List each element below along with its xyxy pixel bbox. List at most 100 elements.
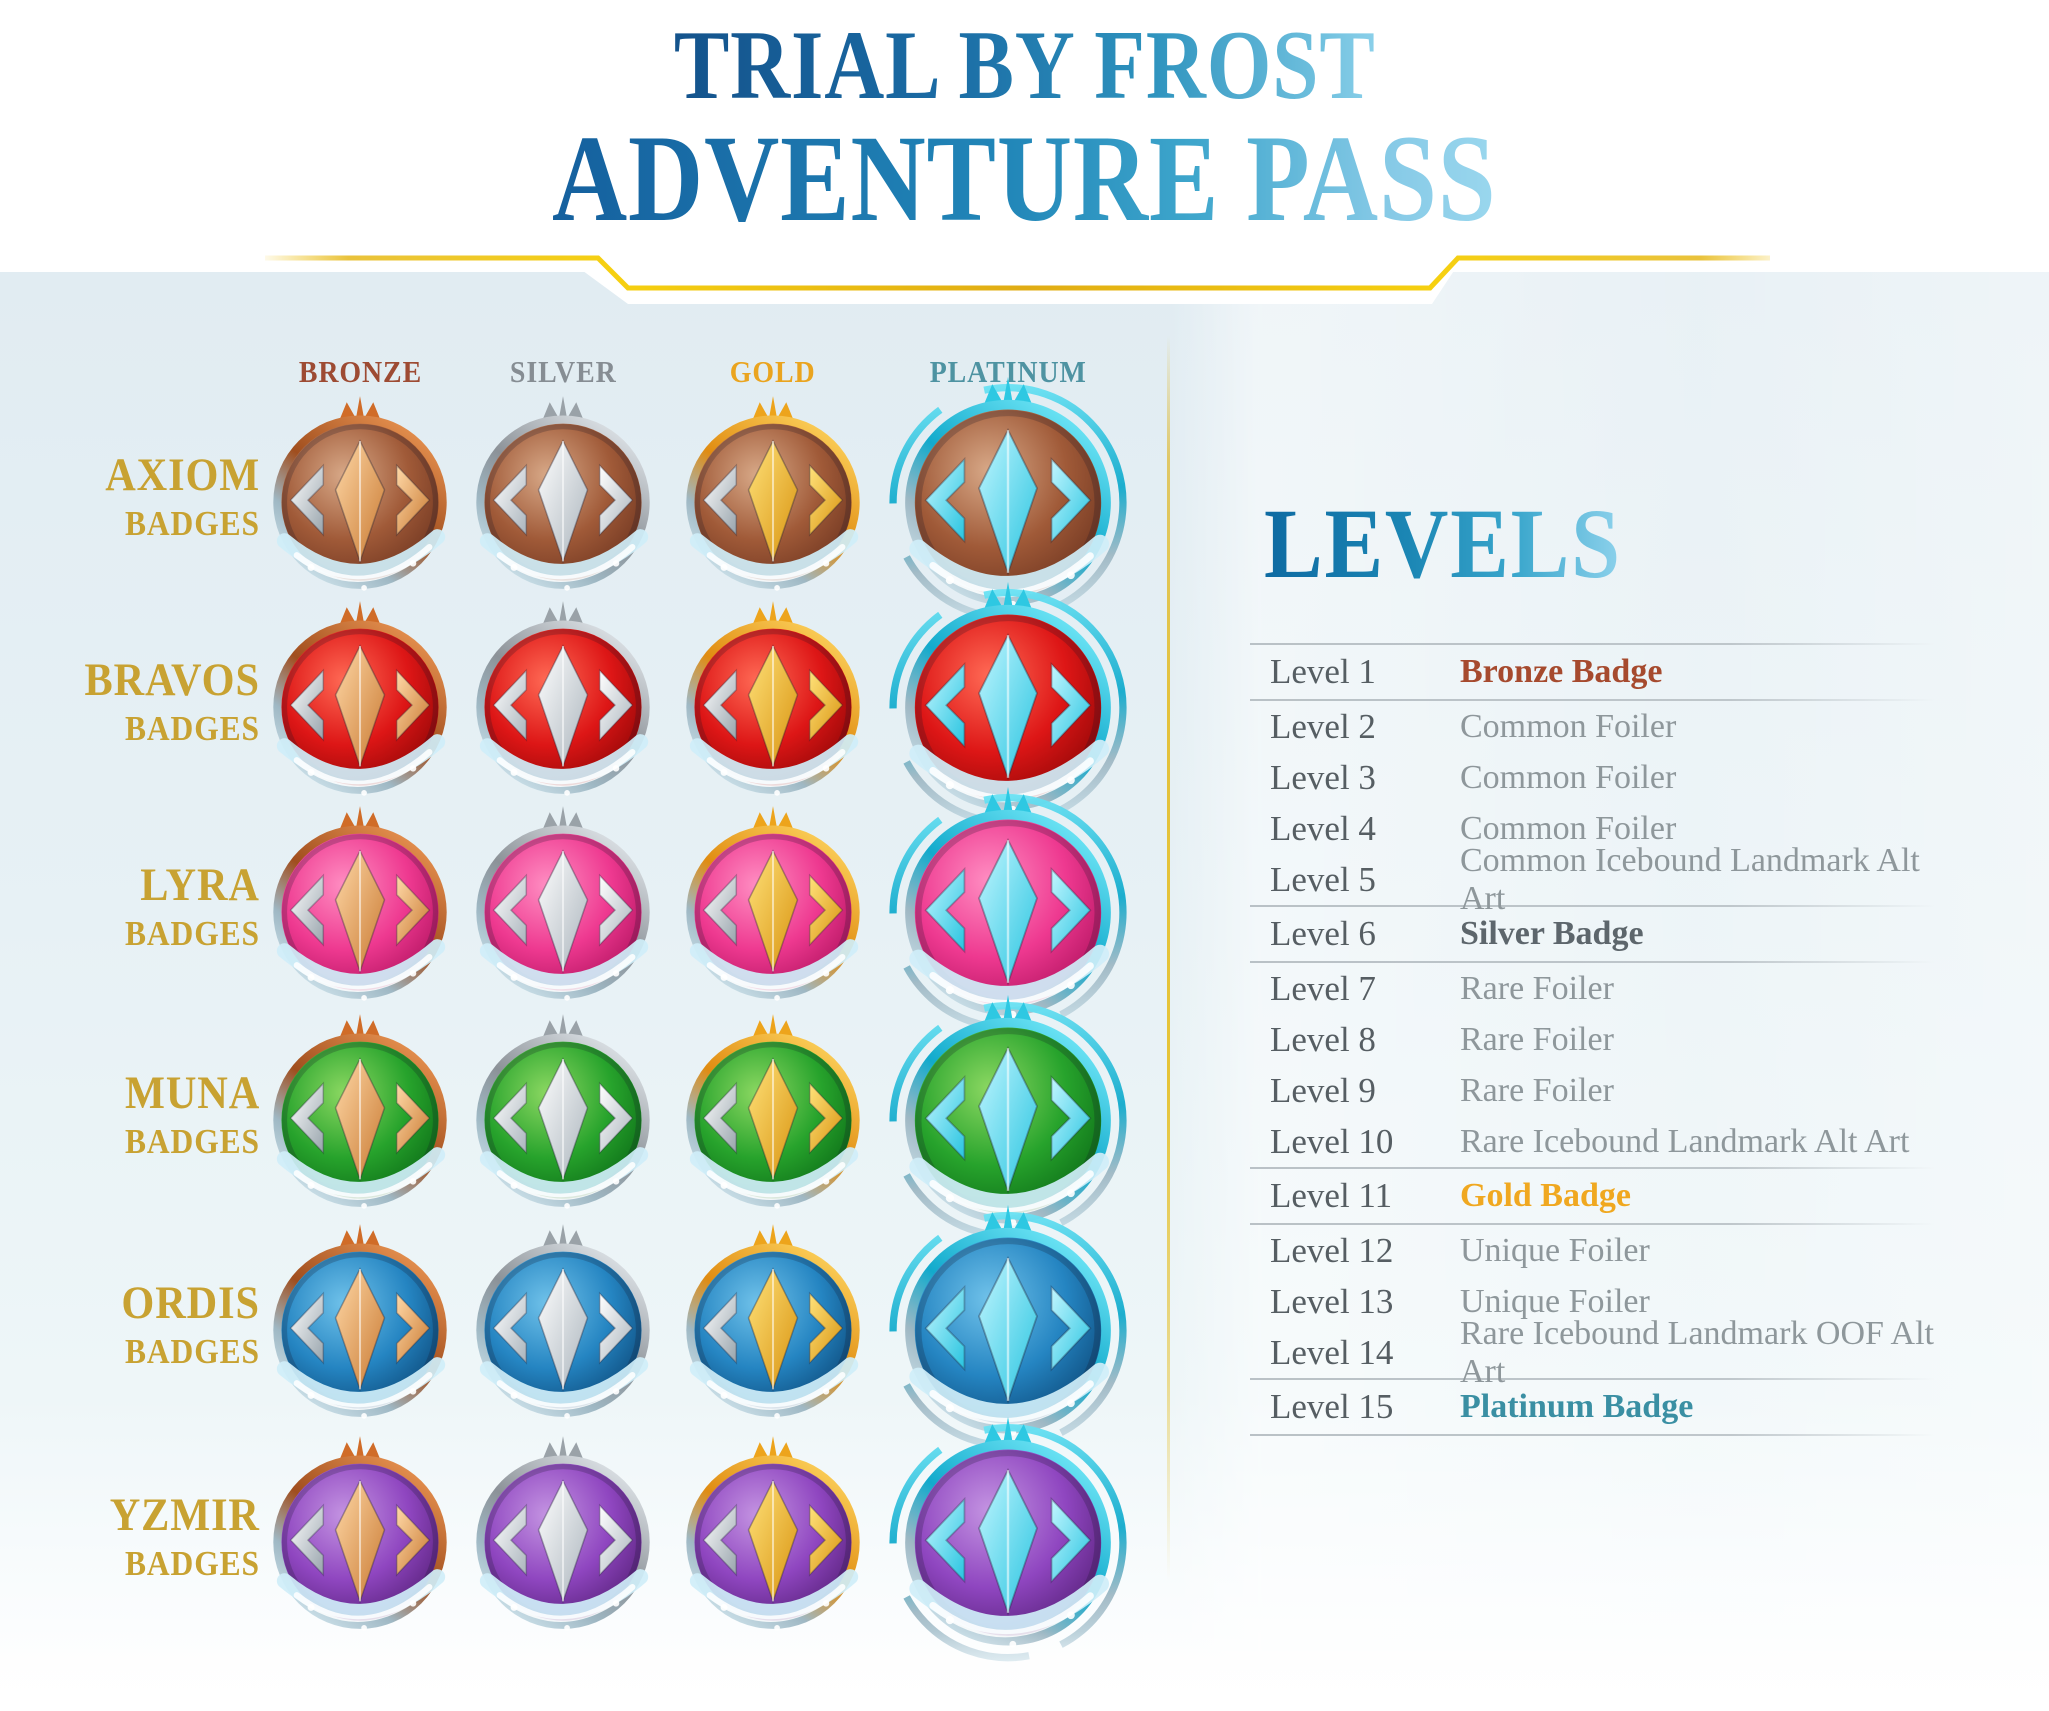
badge-emblem: [492, 644, 634, 769]
reward-cell: Common Foiler: [1460, 758, 1677, 796]
badge-emblem: [289, 1267, 431, 1392]
badge-cell-bravos-gold: [671, 597, 875, 813]
levels-table: Level 1 Bronze Badge Level 2 Common Foiler L…: [1250, 643, 1934, 1436]
badge-emblem: [492, 849, 634, 974]
badge-bravos-platinum: [889, 581, 1127, 827]
badge-ordis-platinum: [889, 1204, 1127, 1450]
vertical-gold-divider: [1167, 335, 1170, 1580]
badge-emblem: [702, 644, 844, 769]
badge-cell-muna-platinum: [887, 990, 1129, 1247]
reward-cell: Unique Foiler: [1460, 1282, 1650, 1320]
faction-label-lyra: LYRA BADGES: [30, 862, 260, 953]
badge-emblem: [289, 849, 431, 974]
badge-ordis-silver: [476, 1224, 650, 1419]
badge-bravos-silver: [476, 601, 650, 796]
faction-name: ORDIS: [121, 1277, 260, 1329]
badge-muna-bronze: [273, 1014, 447, 1209]
frost-swirl: [689, 1569, 859, 1631]
level-cell: Level 9: [1270, 1070, 1376, 1110]
frost-swirl: [276, 1569, 446, 1631]
reward-cell: Rare Icebound Landmark Alt Art: [1460, 1122, 1910, 1160]
frost-swirl: [276, 1147, 446, 1209]
reward-cell: Common Icebound Landmark Alt Art: [1460, 841, 1920, 917]
table-row-level-10: Level 10 Rare Icebound Landmark Alt Art: [1250, 1116, 1934, 1167]
reward-cell: Unique Foiler: [1460, 1231, 1650, 1269]
badge-emblem: [924, 1468, 1092, 1616]
platinum-outer-arc: [889, 794, 1127, 1032]
frost-swirl: [479, 1569, 649, 1631]
frost-swirl: [909, 1152, 1110, 1226]
badge-emblem: [702, 439, 844, 564]
faction-name: YZMIR: [109, 1489, 260, 1541]
faction-label-ordis: ORDIS BADGES: [30, 1277, 260, 1371]
level-cell: Level 7: [1270, 968, 1376, 1008]
badge-cell-ordis-silver: [461, 1220, 665, 1436]
platinum-outer-arc: [889, 1002, 1127, 1240]
badge-emblem: [492, 1057, 634, 1182]
badge-emblem: [289, 439, 431, 564]
frost-swirl: [276, 1357, 446, 1419]
badge-cell-bravos-bronze: [258, 597, 462, 813]
badge-emblem: [924, 633, 1092, 781]
badge-ordis-gold: [686, 1224, 860, 1419]
table-row-level-15: Level 15 Platinum Badge: [1250, 1378, 1934, 1436]
badge-emblem: [289, 1057, 431, 1182]
badge-ordis-bronze: [273, 1224, 447, 1419]
reward-cell: Rare Foiler: [1460, 969, 1614, 1007]
reward-cell: Common Foiler: [1460, 809, 1677, 847]
badge-emblem: [492, 1267, 634, 1392]
badge-emblem: [924, 428, 1092, 576]
table-row-level-12: Level 12 Unique Foiler: [1250, 1225, 1934, 1276]
table-row-level-7: Level 7 Rare Foiler: [1250, 963, 1934, 1014]
badge-cell-lyra-silver: [461, 802, 665, 1018]
platinum-outer-arc: [889, 1212, 1127, 1450]
badge-yzmir-gold: [686, 1436, 860, 1631]
badge-emblem: [702, 1479, 844, 1604]
badge-cell-yzmir-bronze: [258, 1432, 462, 1648]
badge-cell-ordis-gold: [671, 1220, 875, 1436]
badge-emblem: [702, 849, 844, 974]
level-cell: Level 4: [1270, 808, 1376, 848]
tier-header-silver: SILVER: [509, 354, 617, 389]
faction-subtitle: BADGES: [125, 914, 260, 953]
level-cell: Level 13: [1270, 1281, 1394, 1321]
level-cell: Level 10: [1270, 1121, 1394, 1161]
tier-header-bronze: BRONZE: [298, 354, 422, 389]
badge-emblem: [924, 1046, 1092, 1194]
frost-swirl: [689, 939, 859, 1001]
level-cell: Level 15: [1270, 1387, 1394, 1426]
level-cell: Level 2: [1270, 706, 1376, 746]
badge-bravos-bronze: [273, 601, 447, 796]
table-row-level-14: Level 14 Rare Icebound Landmark OOF Alt A…: [1250, 1315, 1934, 1390]
frost-swirl: [479, 1147, 649, 1209]
faction-subtitle: BADGES: [125, 1332, 260, 1371]
levels-panel-background: [1170, 272, 2049, 1711]
badge-cell-axiom-silver: [461, 392, 665, 608]
faction-label-yzmir: YZMIR BADGES: [30, 1489, 260, 1582]
faction-subtitle: BADGES: [125, 504, 260, 543]
reward-cell: Gold Badge: [1460, 1177, 1631, 1214]
table-row-level-11: Level 11 Gold Badge: [1250, 1167, 1934, 1225]
faction-subtitle: BADGES: [125, 709, 260, 748]
faction-name: AXIOM: [105, 449, 260, 501]
reward-cell: Silver Badge: [1460, 915, 1644, 952]
level-cell: Level 11: [1270, 1176, 1393, 1215]
badge-cell-yzmir-platinum: [887, 1412, 1129, 1669]
badge-cell-muna-silver: [461, 1010, 665, 1226]
reward-cell: Bronze Badge: [1460, 653, 1663, 690]
frost-swirl: [479, 939, 649, 1001]
badge-emblem: [289, 644, 431, 769]
faction-label-bravos: BRAVOS BADGES: [30, 657, 260, 748]
reward-cell: Rare Foiler: [1460, 1020, 1614, 1058]
table-row-level-4: Level 4 Common Foiler: [1250, 803, 1934, 854]
title-line-2: ADVENTURE PASS: [552, 110, 1497, 247]
level-cell: Level 14: [1270, 1332, 1394, 1372]
badge-lyra-gold: [686, 806, 860, 1001]
level-cell: Level 6: [1270, 914, 1376, 953]
reward-cell: Platinum Badge: [1460, 1388, 1694, 1425]
badge-axiom-bronze: [273, 396, 447, 591]
frost-swirl: [276, 529, 446, 591]
badge-emblem: [492, 1479, 634, 1604]
reward-cell: Rare Icebound Landmark OOF Alt Art: [1460, 1314, 1934, 1390]
